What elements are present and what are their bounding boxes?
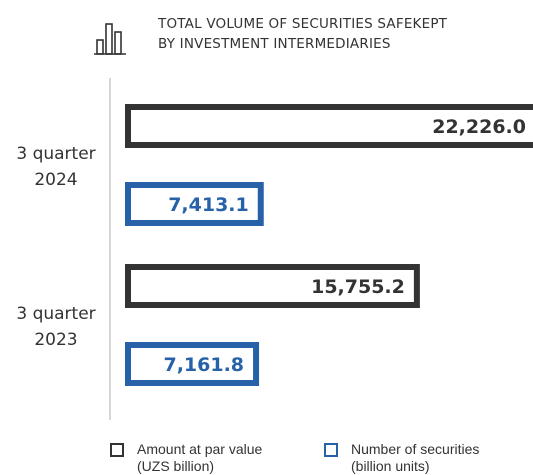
category-label-line1-1: 3 quarter [16,304,95,324]
bar-par-value-1 [125,264,420,308]
value-label-securities-1: 7,161.8 [163,354,244,376]
legend-label-securities-line1: Number of securities [351,441,480,457]
category-label-line2-1: 2023 [34,330,77,350]
category-label-line1-0: 3 quarter [16,144,95,164]
bar-securities-1 [125,342,260,386]
legend-swatch-par-value [110,443,124,457]
bar-chart: 22,226.0 7,413.1 3 quarter 2024 15,755.2 7,16… [16,78,533,420]
chart-title-line2: BY INVESTMENT INTERMEDIARIES [158,36,391,52]
legend-label-par-value-line1: Amount at par value [137,441,263,457]
value-label-securities-0: 7,413.1 [168,194,249,216]
category-label-line2-0: 2024 [34,170,77,190]
legend-label-par-value-line2: (UZS billion) [137,458,215,474]
legend-swatch-securities [324,443,338,457]
legend-label-securities-line2: (billion units) [351,458,430,474]
chart-title: TOTAL VOLUME OF SECURITIES SAFEKEPT BY I… [158,14,518,54]
bar-chart-icon [94,23,126,55]
chart-title-line1: TOTAL VOLUME OF SECURITIES SAFEKEPT [158,16,448,32]
value-label-par-value-0: 22,226.0 [432,116,526,138]
bar-securities-0 [125,182,264,226]
bar-par-value-0 [125,104,533,148]
value-label-par-value-1: 15,755.2 [311,276,405,298]
